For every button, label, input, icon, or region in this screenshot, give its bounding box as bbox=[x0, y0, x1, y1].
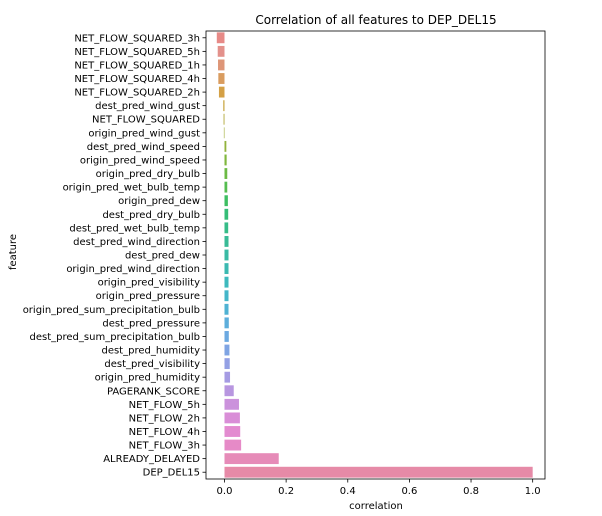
y-tick-label: origin_pred_wind_speed bbox=[80, 155, 200, 166]
x-tick-label: 0.4 bbox=[340, 486, 356, 497]
axes-frame bbox=[205, 30, 546, 480]
y-tick-label: origin_pred_pressure bbox=[96, 291, 200, 302]
y-tick-label: dest_pred_wind_gust bbox=[95, 101, 200, 112]
bar bbox=[218, 73, 225, 84]
x-tick-label: 0.2 bbox=[278, 486, 294, 497]
bar bbox=[223, 100, 225, 112]
y-tick-label: origin_pred_dry_bulb bbox=[96, 169, 200, 180]
bar bbox=[224, 344, 230, 356]
bar bbox=[218, 86, 225, 98]
bar bbox=[224, 195, 228, 207]
y-tick-label: NET_FLOW_SQUARED_2h bbox=[74, 88, 200, 99]
y-tick-label: origin_pred_sum_precipitation_bulb bbox=[23, 305, 200, 316]
bar bbox=[224, 385, 234, 397]
y-tick-label: dest_pred_wind_speed bbox=[87, 142, 200, 153]
x-axis-label: correlation bbox=[349, 501, 403, 512]
bar bbox=[224, 371, 231, 383]
bar bbox=[224, 140, 227, 152]
y-tick-label: origin_pred_wind_direction bbox=[66, 264, 200, 275]
plot-area: NET_FLOW_SQUARED_3h NET_FLOW_SQUARED_5h NE… bbox=[23, 30, 546, 497]
x-tick-label: 0.0 bbox=[217, 486, 233, 497]
x-tick-label: 1.0 bbox=[525, 486, 541, 497]
y-tick-label: NET_FLOW_2h bbox=[129, 413, 200, 424]
bar bbox=[224, 466, 533, 478]
bar bbox=[224, 453, 279, 465]
y-tick-label: NET_FLOW_3h bbox=[129, 441, 200, 452]
bar bbox=[224, 317, 229, 329]
bar bbox=[224, 303, 229, 315]
bar bbox=[216, 32, 225, 44]
bar bbox=[217, 45, 225, 57]
bar bbox=[224, 331, 229, 342]
y-tick-label: dest_pred_dry_bulb bbox=[102, 210, 200, 221]
y-tick-label: origin_pred_visibility bbox=[98, 278, 200, 289]
y-tick-label: NET_FLOW_SQUARED_3h bbox=[74, 33, 200, 44]
y-tick-label: ALREADY_DELAYED bbox=[103, 454, 200, 465]
y-tick-label: origin_pred_wind_gust bbox=[88, 128, 200, 139]
y-tick-label: PAGERANK_SCORE bbox=[107, 386, 200, 397]
bar bbox=[218, 59, 225, 71]
y-tick-label: dest_pred_humidity bbox=[101, 346, 200, 357]
bar bbox=[224, 439, 242, 451]
y-tick-label: origin_pred_humidity bbox=[95, 373, 200, 384]
y-tick-label: dest_pred_wind_direction bbox=[73, 237, 200, 248]
bar bbox=[224, 290, 229, 302]
bar bbox=[224, 154, 227, 166]
bar bbox=[224, 235, 229, 247]
bar bbox=[224, 412, 240, 424]
chart-title: Correlation of all features to DEP_DEL15 bbox=[255, 13, 496, 27]
bar bbox=[224, 181, 228, 193]
bar bbox=[223, 127, 225, 139]
bar bbox=[224, 263, 229, 275]
y-tick-label: NET_FLOW_SQUARED_5h bbox=[74, 47, 200, 58]
y-tick-label: origin_pred_dew bbox=[118, 196, 200, 207]
bar bbox=[224, 358, 230, 370]
bar bbox=[224, 222, 229, 234]
y-tick-label: NET_FLOW_SQUARED bbox=[92, 115, 200, 126]
x-tick-label: 0.6 bbox=[401, 486, 417, 497]
bar bbox=[224, 276, 229, 288]
y-tick-label: NET_FLOW_4h bbox=[129, 427, 200, 438]
y-tick-label: NET_FLOW_5h bbox=[129, 400, 200, 411]
y-tick-label: NET_FLOW_SQUARED_4h bbox=[74, 74, 200, 85]
bar bbox=[224, 168, 228, 179]
y-tick-label: dest_pred_pressure bbox=[102, 318, 200, 329]
bar bbox=[224, 426, 241, 437]
bar bbox=[223, 113, 225, 125]
y-tick-label: dest_pred_sum_precipitation_bulb bbox=[30, 332, 200, 343]
y-tick-label: DEP_DEL15 bbox=[143, 468, 200, 479]
bar bbox=[224, 208, 229, 220]
y-tick-label: dest_pred_wet_bulb_temp bbox=[69, 223, 200, 234]
x-tick-label: 0.8 bbox=[463, 486, 479, 497]
y-axis-label: feature bbox=[8, 234, 19, 270]
y-tick-label: dest_pred_visibility bbox=[104, 359, 200, 370]
y-tick-label: NET_FLOW_SQUARED_1h bbox=[74, 60, 200, 71]
bar bbox=[224, 398, 239, 410]
bar bbox=[224, 249, 229, 261]
y-tick-label: dest_pred_dew bbox=[125, 251, 200, 262]
y-tick-label: origin_pred_wet_bulb_temp bbox=[63, 183, 200, 194]
